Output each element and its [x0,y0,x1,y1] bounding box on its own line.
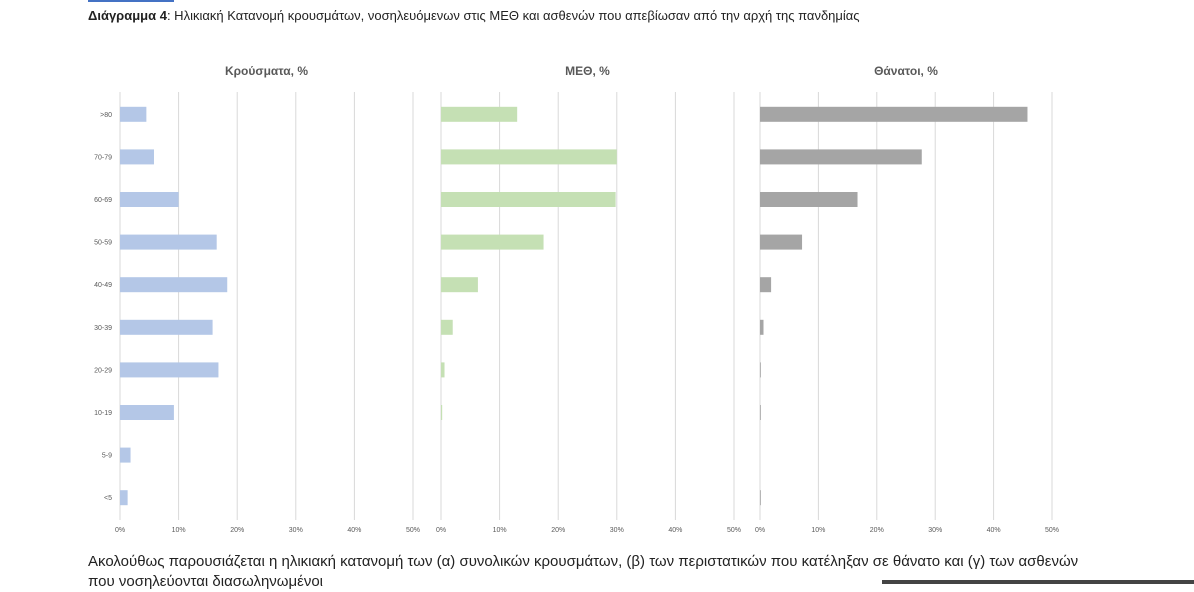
category-label: 10-19 [94,410,112,417]
chart-2-tick-label: 30% [610,527,624,534]
category-label: 60-69 [94,197,112,204]
figure-caption: Διάγραμμα 4: Ηλικιακή Κατανομή κρουσμάτω… [88,8,1168,23]
chart-2-tick-label: 50% [727,527,741,534]
body-paragraph: Ακολούθως παρουσιάζεται η ηλικιακή καταν… [88,553,1079,590]
chart-1-tick-label: 50% [406,527,420,534]
chart-3-bar [760,277,772,293]
chart-3-tick-label: 0% [755,527,765,534]
chart-3-bar [760,149,922,165]
chart-3-tick-label: 50% [1045,527,1059,534]
chart-1-bar [120,405,174,420]
chart-3-bar [760,234,803,250]
caption-text: : Ηλικιακή Κατανομή κρουσμάτων, νοσηλευό… [166,8,860,23]
chart-3-bar [760,106,1028,122]
chart-1-bar [120,192,179,207]
category-label: 40-49 [94,282,112,289]
chart-3-bar [760,192,858,207]
chart-1-tick-label: 30% [289,527,303,534]
caption-label: Διάγραμμα 4 [88,8,167,23]
chart-3-bar [760,405,761,420]
age-distribution-charts: Κρούσματα, % >80 70-79 60-69 50-59 40-49 30-39… [94,64,1059,534]
category-label: <5 [104,495,112,502]
chart-3-bar [760,319,764,335]
chart-1-bar [120,106,147,122]
category-label: 70-79 [94,154,112,161]
chart-1-tick-label: 40% [347,527,361,534]
category-label: 5-9 [102,453,112,460]
chart-2-bar [441,319,453,335]
chart-1-bar [120,362,219,378]
chart-1-bar [120,319,213,335]
bottom-right-bar [882,580,1194,584]
chart-3-bar [760,362,761,378]
chart-1-title: Κρούσματα, % [225,64,308,78]
chart-1-bar [120,149,154,165]
chart-1-bar [120,490,128,506]
chart-1-bar [120,234,217,250]
chart-2-title: ΜΕΘ, % [565,64,610,78]
chart-2-bar [441,106,518,122]
chart-1-bar [120,277,228,293]
caption-top-rule [88,0,174,2]
chart-3-title: Θάνατοι, % [874,64,938,78]
chart-2-bar [441,277,478,293]
chart-2-bar [441,405,443,420]
chart-3-bar [760,490,761,506]
category-label: 50-59 [94,240,112,247]
category-label: 30-39 [94,325,112,332]
chart-2-tick-label: 0% [436,527,446,534]
chart-2-bar [441,149,617,165]
category-label: 20-29 [94,367,112,374]
chart-1-bar [120,447,131,463]
chart-2-tick-label: 10% [493,527,507,534]
chart-3-tick-label: 10% [811,527,825,534]
chart-2-bar [441,192,616,207]
category-label: >80 [100,112,112,119]
chart-3-tick-label: 30% [928,527,942,534]
chart-2-bar [441,234,544,250]
chart-1-tick-label: 10% [172,527,186,534]
chart-3-tick-label: 40% [987,527,1001,534]
chart-2-bar [441,362,445,378]
chart-2-tick-label: 40% [668,527,682,534]
chart-1-tick-label: 0% [115,527,125,534]
chart-1-tick-label: 20% [230,527,244,534]
chart-3-tick-label: 20% [870,527,884,534]
chart-2-tick-label: 20% [551,527,565,534]
